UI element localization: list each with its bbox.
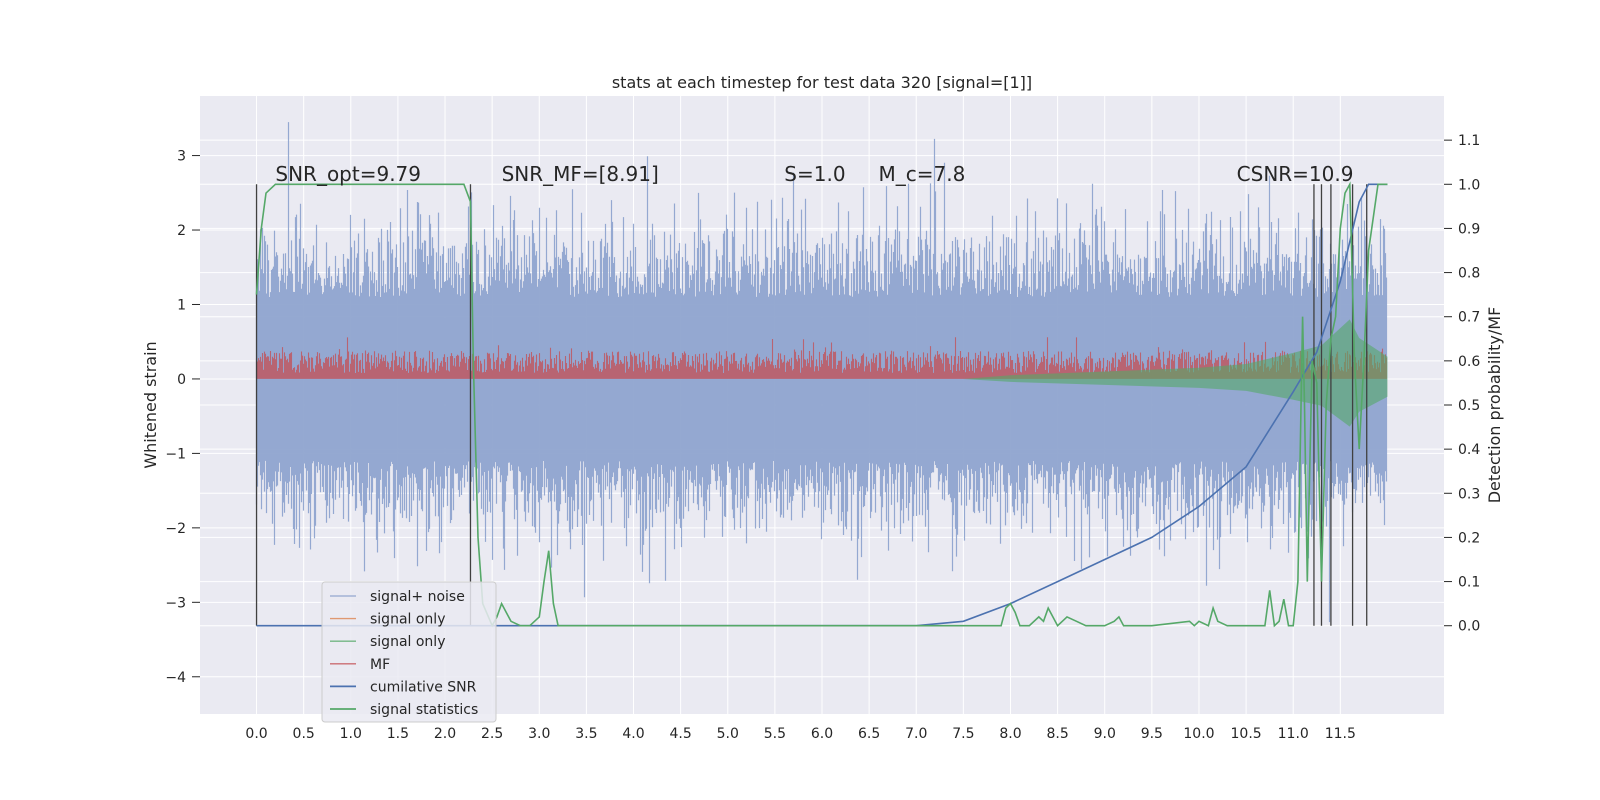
x-tick-label-8: 4.0 (622, 726, 644, 742)
y2-tick-label-11: 1.1 (1458, 133, 1480, 149)
x-tick-label-9: 4.5 (670, 726, 692, 742)
legend-label-1: signal only (370, 612, 445, 628)
y2-tick-label-5: 0.5 (1458, 398, 1480, 414)
y-tick-label-3: −1 (165, 446, 186, 462)
x-tick-label-1: 0.5 (293, 726, 315, 742)
x-tick-label-19: 9.5 (1141, 726, 1163, 742)
y2-tick-label-9: 0.9 (1458, 221, 1480, 237)
y2-tick-label-8: 0.8 (1458, 266, 1480, 282)
x-tick-label-21: 10.5 (1231, 726, 1262, 742)
annotation-1: SNR_MF=[8.91] (502, 162, 659, 186)
y2-tick-label-4: 0.4 (1458, 442, 1480, 458)
y2-tick-label-3: 0.3 (1458, 486, 1480, 502)
x-tick-label-13: 6.5 (858, 726, 880, 742)
x-tick-label-15: 7.5 (952, 726, 974, 742)
legend-label-0: signal+ noise (370, 589, 465, 605)
y-tick-label-1: −3 (165, 595, 186, 611)
x-tick-label-10: 5.0 (717, 726, 739, 742)
x-tick-label-11: 5.5 (764, 726, 786, 742)
y2-tick-label-2: 0.2 (1458, 530, 1480, 546)
x-tick-label-14: 7.0 (905, 726, 927, 742)
annotation-3: M_c=7.8 (879, 162, 966, 186)
chart-title: stats at each timestep for test data 320… (612, 73, 1032, 92)
x-tick-label-7: 3.5 (575, 726, 597, 742)
x-axis-ticks: 0.0 0.5 1.0 1.5 2.0 2.5 3.0 3.5 4.0 4.5 5.0 5.5 6.0 6… (245, 726, 1356, 742)
x-tick-label-6: 3.0 (528, 726, 550, 742)
x-tick-label-12: 6.0 (811, 726, 833, 742)
annotations: SNR_opt=9.79 SNR_MF=[8.91] S=1.0 M_c=7.8 CSN… (275, 162, 1353, 186)
y-tick-label-0: −4 (165, 670, 186, 686)
y-axis-label: Whitened strain (141, 341, 160, 468)
legend-label-3: MF (370, 657, 390, 673)
y2-tick-label-6: 0.6 (1458, 354, 1480, 370)
legend: signal+ noise signal only signal only MF cum… (321, 581, 497, 723)
y2-axis-label: Detection probability/MF (1485, 307, 1504, 504)
annotation-4: CSNR=10.9 (1237, 162, 1354, 186)
series-line-4 (256, 183, 1388, 627)
x-tick-label-23: 11.5 (1325, 726, 1356, 742)
y-tick-label-2: −2 (165, 521, 186, 537)
legend-label-4: cumilative SNR (370, 679, 477, 695)
series-lines (255, 181, 1388, 628)
x-tick-label-5: 2.5 (481, 726, 503, 742)
x-tick-label-3: 1.5 (387, 726, 409, 742)
y-tick-label-5: 1 (177, 297, 186, 313)
x-tick-label-18: 9.0 (1094, 726, 1116, 742)
legend-label-5: signal statistics (370, 702, 478, 718)
x-tick-label-22: 11.0 (1278, 726, 1309, 742)
series-line-5 (255, 181, 1388, 628)
y2-tick-label-7: 0.7 (1458, 310, 1480, 326)
x-tick-label-17: 8.5 (1046, 726, 1068, 742)
legend-box (321, 581, 497, 723)
y-axis-ticks: −4 −3 −2 −1 0 1 2 3 (165, 149, 200, 686)
y2-axis-ticks: 0.0 0.1 0.2 0.3 0.4 0.5 0.6 0.7 0.8 0.9 1.0 1.1 (1444, 133, 1480, 635)
signal-only-band (963, 319, 1388, 427)
x-tick-label-4: 2.0 (434, 726, 456, 742)
y-tick-label-7: 3 (177, 149, 186, 165)
annotation-0: SNR_opt=9.79 (275, 162, 421, 186)
y-tick-label-4: 0 (177, 372, 186, 388)
x-tick-label-0: 0.0 (245, 726, 267, 742)
x-tick-label-2: 1.0 (340, 726, 362, 742)
y-tick-label-6: 2 (177, 223, 186, 239)
signal-only-trace (963, 319, 1388, 427)
y2-tick-label-10: 1.0 (1458, 177, 1480, 193)
x-tick-label-20: 10.0 (1183, 726, 1214, 742)
legend-label-2: signal only (370, 634, 445, 650)
vertical-lines (255, 184, 1368, 626)
annotation-2: S=1.0 (784, 162, 845, 186)
y2-tick-label-1: 0.1 (1458, 575, 1480, 591)
x-tick-label-16: 8.0 (999, 726, 1021, 742)
y2-tick-label-0: 0.0 (1458, 619, 1480, 635)
